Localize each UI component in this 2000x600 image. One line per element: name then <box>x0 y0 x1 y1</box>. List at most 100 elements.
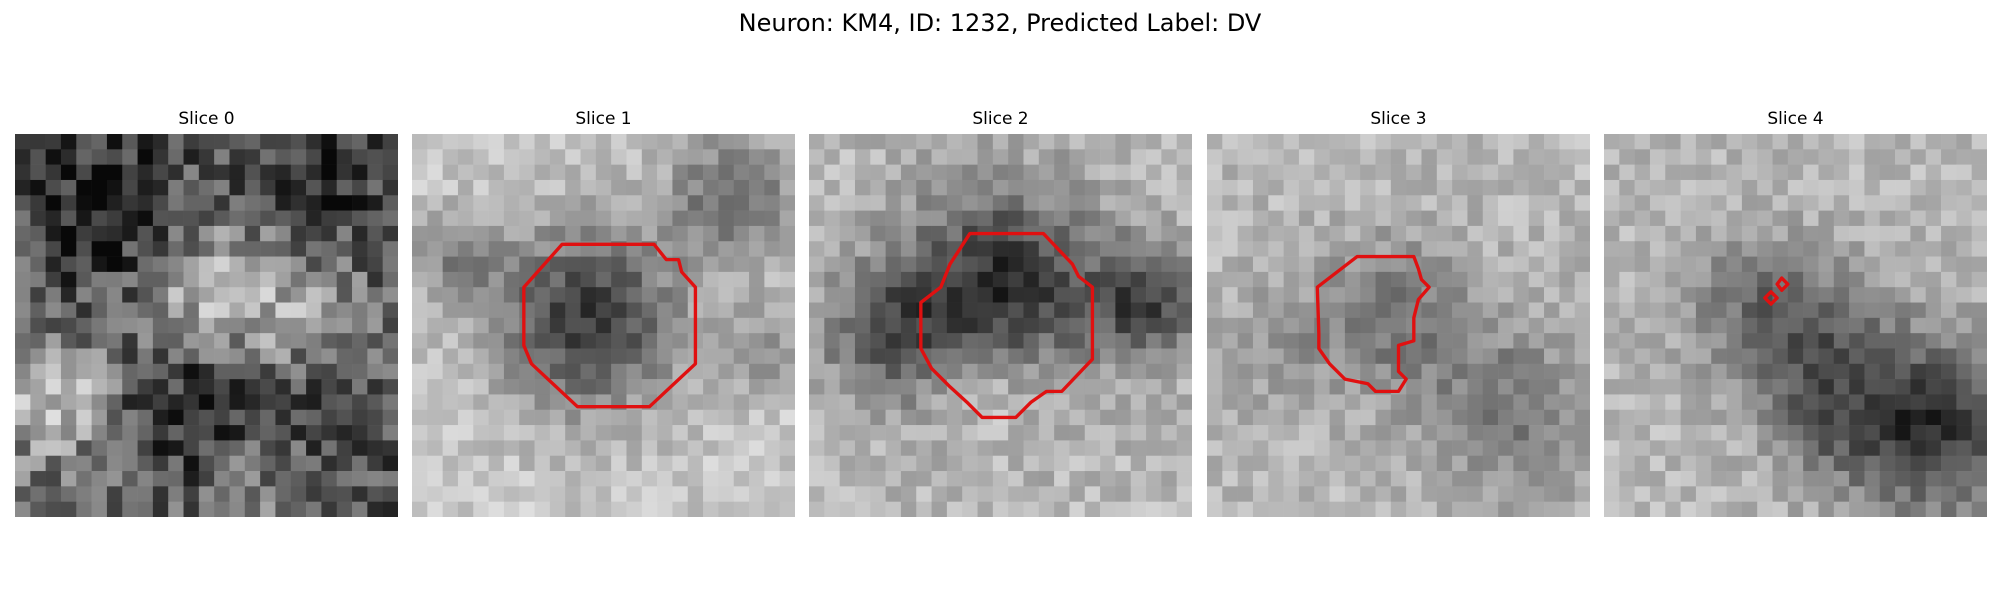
image-pixel <box>1084 501 1101 517</box>
image-pixel <box>962 134 978 150</box>
image-pixel <box>931 379 948 395</box>
image-pixel <box>198 225 215 242</box>
image-pixel <box>1956 486 1972 502</box>
image-pixel <box>1941 379 1957 395</box>
image-pixel <box>1054 348 1070 365</box>
image-pixel <box>1634 501 1651 517</box>
image-pixel <box>839 195 856 211</box>
image-pixel <box>1146 225 1162 242</box>
image-pixel <box>718 486 735 502</box>
image-pixel <box>1130 149 1147 165</box>
image-pixel <box>1237 455 1254 472</box>
image-pixel <box>1925 256 1942 273</box>
image-pixel <box>764 317 780 334</box>
image-pixel <box>60 455 77 472</box>
image-pixel <box>1956 394 1972 411</box>
image-pixel <box>412 225 428 242</box>
image-pixel <box>1864 317 1881 334</box>
image-pixel <box>1237 440 1254 457</box>
image-pixel <box>1711 134 1727 150</box>
image-pixel <box>1406 425 1422 441</box>
image-pixel <box>1528 256 1545 273</box>
image-pixel <box>1787 241 1804 257</box>
image-pixel <box>1879 164 1896 181</box>
image-pixel <box>382 486 398 502</box>
image-pixel <box>321 425 338 441</box>
image-pixel <box>626 348 643 365</box>
image-pixel <box>749 363 765 380</box>
image-pixel <box>275 455 292 472</box>
image-pixel <box>1513 225 1530 242</box>
image-pixel <box>1115 317 1132 334</box>
image-pixel <box>457 363 474 380</box>
image-pixel <box>1329 317 1346 334</box>
image-pixel <box>809 164 825 181</box>
image-pixel <box>336 256 353 273</box>
image-pixel <box>152 256 169 273</box>
image-pixel <box>306 210 322 227</box>
image-pixel <box>1406 394 1422 411</box>
image-pixel <box>1604 302 1620 319</box>
image-pixel <box>1772 425 1789 441</box>
figure-title: Neuron: KM4, ID: 1232, Predicted Label: … <box>738 9 1262 37</box>
image-pixel <box>1604 409 1620 426</box>
image-pixel <box>962 455 978 472</box>
image-pixel <box>1237 179 1254 196</box>
image-pixel <box>45 317 62 334</box>
image-pixel <box>1956 317 1972 334</box>
image-pixel <box>580 149 597 165</box>
image-pixel <box>1879 425 1896 441</box>
image-pixel <box>1925 440 1942 457</box>
image-pixel <box>1695 164 1712 181</box>
image-pixel <box>1161 501 1177 517</box>
image-pixel <box>1757 394 1773 411</box>
image-pixel <box>1069 210 1086 227</box>
image-pixel <box>106 210 123 227</box>
image-pixel <box>733 425 750 441</box>
image-pixel <box>1298 363 1315 380</box>
image-pixel <box>60 241 77 257</box>
image-pixel <box>977 348 994 365</box>
image-pixel <box>412 394 428 411</box>
image-pixel <box>1406 455 1422 472</box>
image-pixel <box>1941 394 1957 411</box>
image-pixel <box>1513 501 1530 517</box>
image-pixel <box>1360 271 1376 288</box>
image-pixel <box>1176 241 1192 257</box>
image-pixel <box>15 302 31 319</box>
image-pixel <box>30 225 46 242</box>
image-pixel <box>198 363 215 380</box>
image-pixel <box>290 241 307 257</box>
image-pixel <box>275 363 292 380</box>
image-pixel <box>1772 409 1789 426</box>
image-pixel <box>1971 394 1987 411</box>
image-pixel <box>916 425 932 441</box>
image-pixel <box>45 486 62 502</box>
image-pixel <box>382 363 398 380</box>
image-pixel <box>977 501 994 517</box>
image-pixel <box>992 394 1009 411</box>
image-pixel <box>1849 302 1865 319</box>
image-pixel <box>45 256 62 273</box>
image-pixel <box>1115 149 1132 165</box>
image-pixel <box>1008 379 1024 395</box>
image-pixel <box>122 195 138 211</box>
image-pixel <box>733 195 750 211</box>
image-pixel <box>382 164 398 181</box>
image-pixel <box>870 149 886 165</box>
image-pixel <box>1772 195 1789 211</box>
image-pixel <box>611 455 627 472</box>
image-pixel <box>1008 149 1024 165</box>
image-pixel <box>457 195 474 211</box>
image-pixel <box>1130 333 1147 349</box>
image-pixel <box>1252 317 1269 334</box>
slice-image-2 <box>809 134 1192 517</box>
image-pixel <box>106 241 123 257</box>
image-pixel <box>916 195 932 211</box>
image-pixel <box>91 225 108 242</box>
image-pixel <box>1956 440 1972 457</box>
image-pixel <box>76 287 92 303</box>
image-pixel <box>152 302 169 319</box>
image-pixel <box>1941 471 1957 487</box>
image-pixel <box>1084 241 1101 257</box>
